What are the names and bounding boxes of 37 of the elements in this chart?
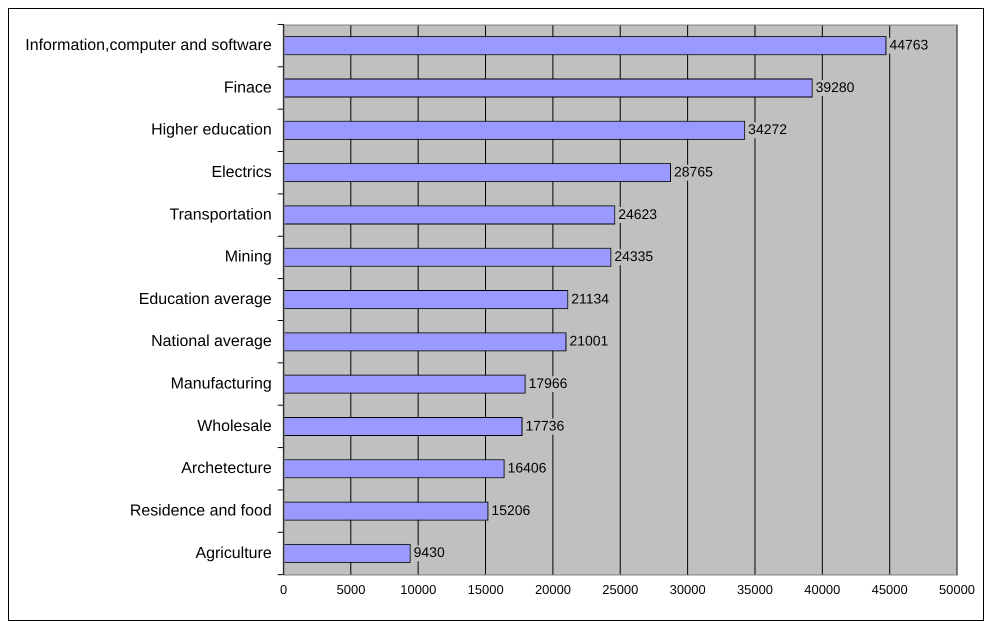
x-tick-label: 10000 (400, 582, 436, 597)
y-tick-label: Education average (138, 290, 272, 308)
data-label: 24335 (614, 248, 654, 264)
y-tick-label: Archetecture (181, 460, 272, 478)
x-tick-label: 0 (280, 582, 288, 597)
data-label: 21001 (569, 332, 609, 349)
x-tick-label: 15000 (468, 582, 504, 597)
x-tick-label: 5000 (336, 582, 366, 597)
y-tick-label: Transportation (169, 206, 272, 224)
data-label: 17736 (526, 417, 565, 434)
data-label: 17966 (528, 375, 568, 392)
x-tick-label: 40000 (804, 582, 840, 597)
y-tick-label: National average (151, 333, 272, 350)
data-label: 15206 (491, 502, 530, 518)
y-tick-label: Finace (224, 79, 272, 96)
y-tick-label: Residence and food (130, 502, 272, 520)
data-label: 39280 (816, 78, 855, 95)
y-tick-label: Information,computer and software (25, 37, 272, 54)
y-tick-label: Mining (224, 248, 272, 266)
data-label: 16406 (508, 460, 547, 476)
data-label: 21134 (571, 290, 610, 306)
y-tick-label: Wholesale (197, 418, 272, 435)
x-tick-label: 30000 (670, 582, 706, 597)
x-tick-label: 35000 (736, 582, 774, 597)
y-tick-label: Manufacturing (170, 376, 272, 393)
y-tick-label: Higher education (151, 122, 272, 139)
y-tick-label: Agriculture (195, 544, 272, 562)
y-tick-label: Electrics (211, 164, 272, 182)
x-tick-label: 45000 (872, 582, 908, 597)
data-label: 44763 (889, 36, 929, 53)
x-tick-label: 50000 (938, 582, 976, 597)
x-tick-label: 20000 (534, 582, 572, 597)
data-label: 34272 (748, 121, 788, 138)
x-tick-label: 25000 (602, 582, 638, 597)
data-label: 24623 (618, 206, 658, 222)
data-label: 28765 (674, 163, 714, 180)
data-label: 9430 (414, 544, 445, 560)
